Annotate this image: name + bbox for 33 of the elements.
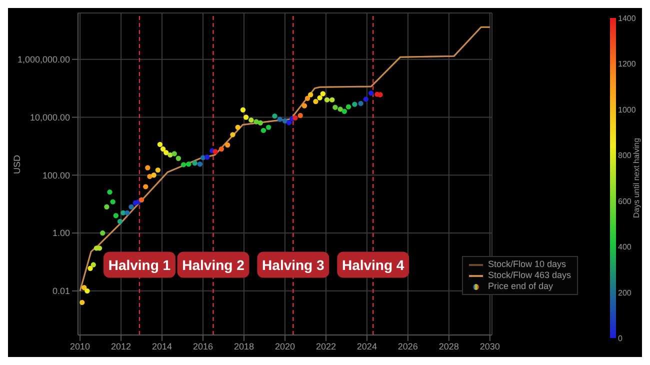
legend-label: Stock/Flow 10 days	[488, 259, 566, 269]
annotation: Halving 2	[182, 256, 245, 273]
legend-label: Price end of day	[488, 281, 553, 291]
color-bar-label: 200	[618, 288, 632, 298]
y-tick-label: 0.01	[52, 286, 70, 296]
x-tick-label: 2010	[70, 341, 90, 352]
x-tick-label: 2030	[480, 341, 500, 352]
color-bar-label: 600	[618, 196, 632, 206]
color-bar-label: 800	[618, 151, 632, 160]
x-tick-label: 2020	[274, 341, 295, 352]
annotation: Halving 3	[262, 256, 325, 273]
y-tick-label: 1,000,000.00	[17, 54, 70, 65]
annotation: Halving 1	[108, 256, 171, 273]
annotation: Halving 4	[342, 256, 404, 273]
color-bar-label: 1400	[618, 14, 636, 23]
color-bar-label: 1000	[618, 105, 636, 114]
y-tick-label: 100.00	[42, 170, 70, 180]
color-bar-label: 1200	[618, 60, 636, 69]
x-tick-label: 2024	[356, 341, 377, 352]
y-axis-title: USD	[12, 154, 22, 174]
y-tick-label: 10,000.00	[30, 112, 70, 122]
x-tick-label: 2028	[438, 341, 459, 352]
x-tick-label: 2018	[234, 341, 254, 352]
color-bar-title: Days until next halving	[632, 138, 641, 218]
x-tick-label: 2012	[111, 341, 132, 352]
color-bar-label: 0	[618, 334, 623, 343]
x-tick-label: 2026	[398, 341, 418, 352]
x-tick-label: 2016	[192, 341, 214, 352]
x-tick-label: 2022	[316, 341, 336, 352]
color-bar-label: 400	[618, 242, 632, 252]
y-tick-label: 1.00	[52, 228, 70, 238]
x-tick-label: 2014	[152, 341, 172, 352]
legend-label: Stock/Flow 463 days	[488, 270, 571, 280]
